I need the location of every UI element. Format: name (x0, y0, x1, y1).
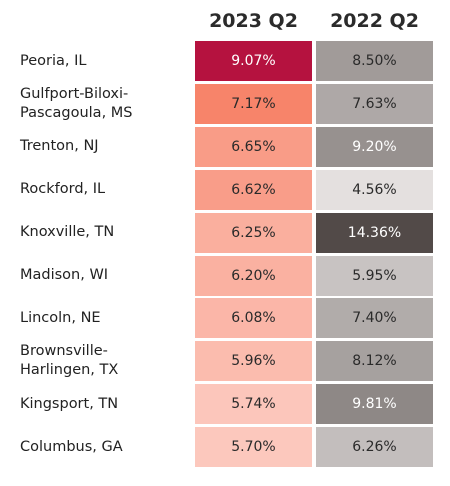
row-label: Columbus, GA (20, 438, 123, 455)
heatmap-cell: 6.25% (195, 212, 312, 253)
heatmap-cell: 9.81% (316, 384, 433, 425)
heatmap-cell: 5.74% (195, 384, 312, 425)
heatmap-cell: 9.07% (195, 41, 312, 81)
column-header-2022-q2: 2022 Q2 (330, 10, 419, 32)
heatmap-cell: 6.26% (316, 427, 433, 468)
row-label: Trenton, NJ (20, 138, 99, 155)
row-label: Kingsport, TN (20, 395, 119, 412)
heatmap-cell: 6.20% (195, 255, 312, 296)
heatmap-cell: 6.08% (195, 298, 312, 339)
row-label: Brownsville- Harlingen, TX (20, 343, 119, 379)
heatmap-cell: 5.96% (195, 341, 312, 382)
heatmap-cell: 9.20% (316, 126, 433, 167)
heatmap-cell: 14.36% (316, 212, 433, 253)
heatmap-cell: 6.62% (195, 169, 312, 210)
heatmap-cell: 7.40% (316, 298, 433, 339)
heatmap-cell: 7.63% (316, 83, 433, 124)
heatmap-cell: 8.50% (316, 41, 433, 81)
row-label: Lincoln, NE (20, 309, 101, 326)
row-label: Madison, WI (20, 267, 109, 283)
row-label: Rockford, IL (20, 181, 106, 198)
heatmap-cell: 8.12% (316, 341, 433, 382)
heatmap-cell: 5.95% (316, 255, 433, 296)
row-label: Gulfport-Biloxi- Pascagoula, MS (20, 85, 133, 121)
column-header-2023-q2: 2023 Q2 (209, 10, 298, 32)
heatmap-cell: 4.56% (316, 169, 433, 210)
row-label: Knoxville, TN (20, 224, 115, 241)
row-label: Peoria, IL (20, 52, 87, 69)
heatmap-cell: 6.65% (195, 126, 312, 167)
heatmap-cell: 7.17% (195, 83, 312, 124)
heatmap-cell: 5.70% (195, 427, 312, 468)
